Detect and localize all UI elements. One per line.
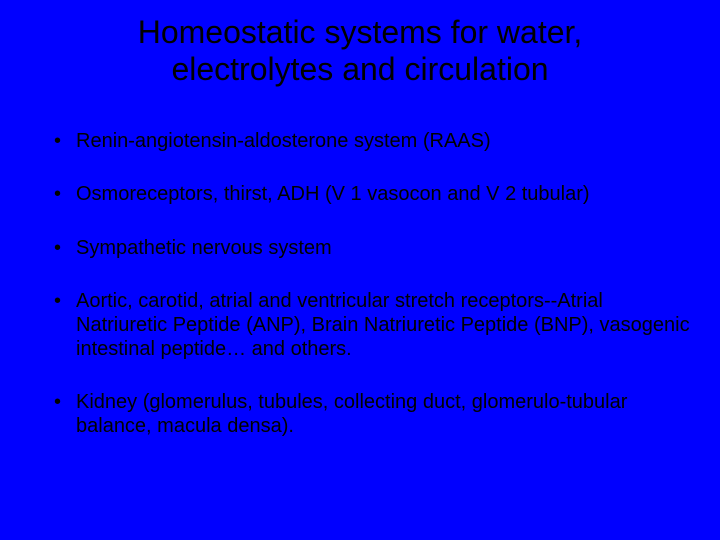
slide-title: Homeostatic systems for water, electroly… (70, 14, 650, 88)
list-item: Sympathetic nervous system (54, 237, 690, 261)
list-item: Kidney (glomerulus, tubules, collecting … (54, 391, 690, 438)
bullet-list: Renin-angiotensin-aldosterone system (RA… (30, 130, 690, 439)
list-item: Aortic, carotid, atrial and ventricular … (54, 290, 690, 361)
list-item: Renin-angiotensin-aldosterone system (RA… (54, 130, 690, 154)
slide: Homeostatic systems for water, electroly… (0, 0, 720, 540)
list-item: Osmoreceptors, thirst, ADH (V 1 vasocon … (54, 183, 690, 207)
